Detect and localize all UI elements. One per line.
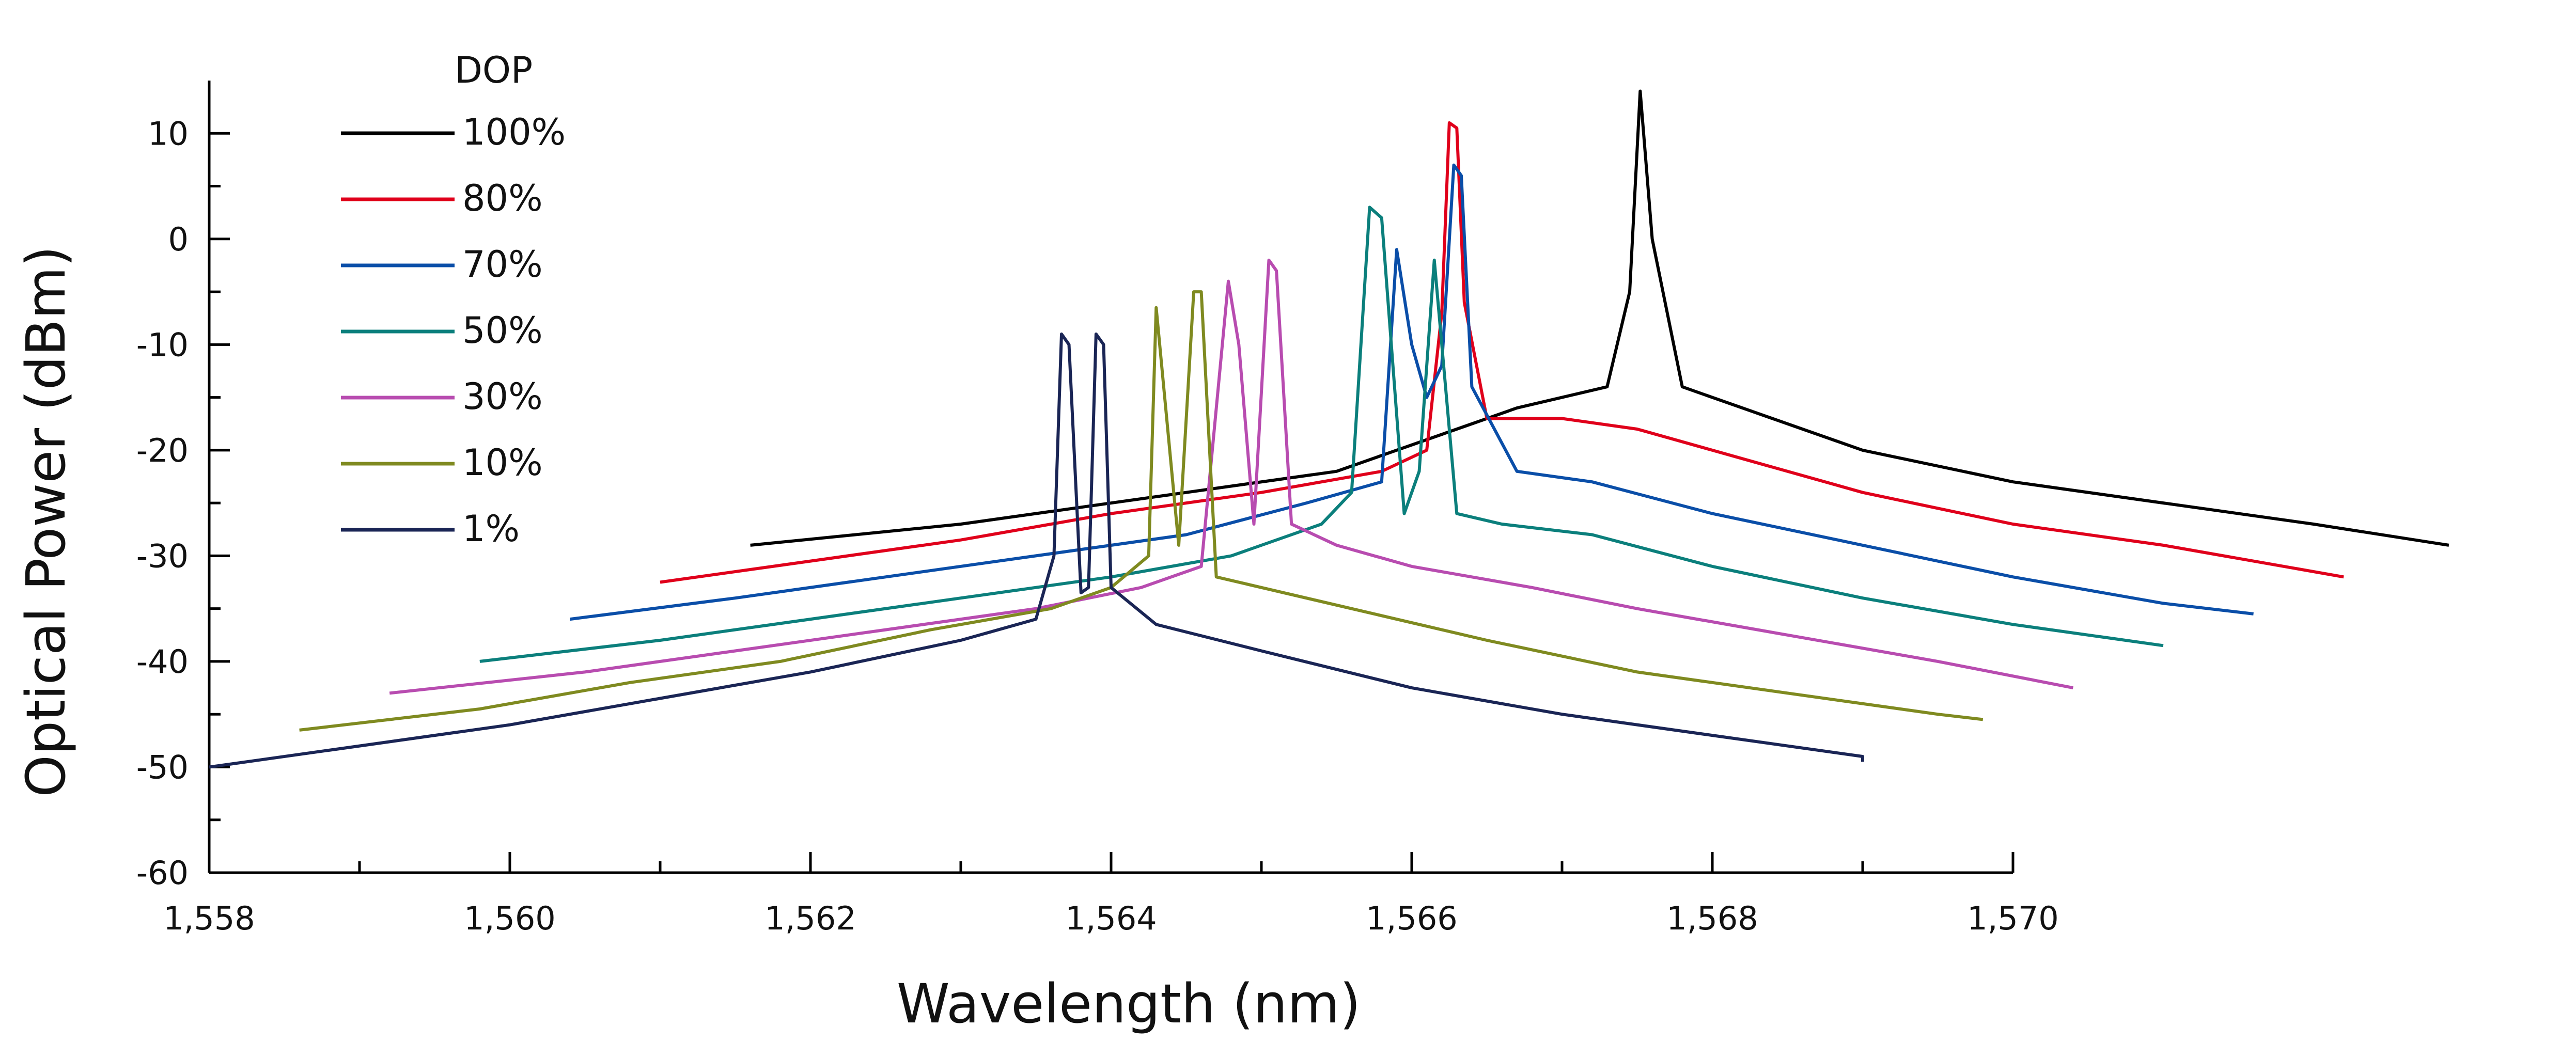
x-tick-label: 1,560 <box>464 900 556 937</box>
y-tick-label: 0 <box>168 220 189 258</box>
legend-label: 30% <box>462 375 543 418</box>
legend-title: DOP <box>455 49 533 91</box>
series-line-30pct <box>389 258 2073 695</box>
legend-label: 80% <box>462 177 543 219</box>
x-tick-label: 1,566 <box>1366 900 1458 937</box>
legend-label: 1% <box>462 508 520 550</box>
legend-label: 100% <box>462 111 566 153</box>
legend-label: 70% <box>462 243 543 286</box>
x-tick-label: 1,564 <box>1065 900 1157 937</box>
y-tick-label: -40 <box>136 643 189 681</box>
y-axis-title: Optical Power (dBm) <box>14 246 77 797</box>
series <box>209 89 2449 769</box>
x-tick-label: 1,562 <box>764 900 856 937</box>
x-tick-label: 1,558 <box>163 900 255 937</box>
legend: DOP 100% 80% 70% 50% 30% 10% 1% <box>341 49 566 550</box>
y-tick-label: 10 <box>148 115 189 152</box>
series-line-80pct <box>660 121 2344 584</box>
y-tick-label: -30 <box>136 537 189 575</box>
x-axis-title: Wavelength (nm) <box>897 972 1361 1035</box>
ticks: 1,558 1,560 1,562 1,564 1,566 1,568 1,570 -60 -5… <box>136 115 2059 937</box>
x-tick-label: 1,568 <box>1666 900 1758 937</box>
legend-label: 10% <box>462 441 543 484</box>
series-line-100pct <box>750 89 2449 547</box>
y-tick-label: -20 <box>136 432 189 469</box>
y-tick-label: -10 <box>136 326 189 364</box>
series-line-10pct <box>299 290 1984 732</box>
y-tick-label: -60 <box>136 854 189 892</box>
legend-label: 50% <box>462 309 543 352</box>
series-line-50pct <box>479 206 2164 663</box>
x-tick-label: 1,570 <box>1967 900 2059 937</box>
series-line-70pct <box>570 163 2254 621</box>
series-line-1pct <box>209 332 1864 769</box>
y-tick-label: -50 <box>136 748 189 786</box>
